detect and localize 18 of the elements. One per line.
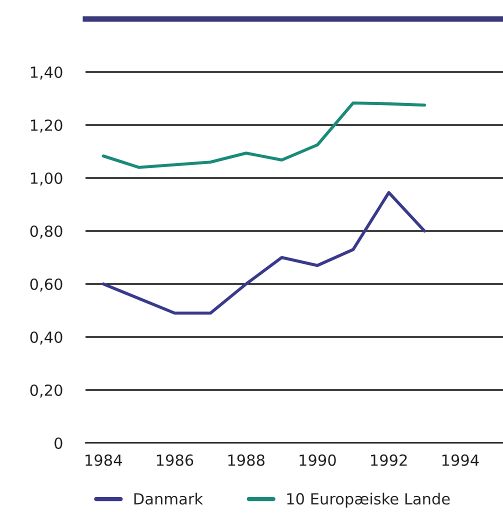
y-tick-label: 1,40: [30, 66, 62, 80]
x-tick-label: 1994: [442, 454, 479, 466]
x-tick-label: 1986: [156, 454, 194, 466]
y-tick-label: 0,40: [30, 331, 62, 345]
y-tick-label: 0,60: [30, 278, 62, 292]
y-tick-label: 1,00: [30, 172, 62, 186]
legend-label: Danmark: [134, 492, 203, 505]
x-tick-label: 1988: [228, 454, 264, 466]
legend-label: 10 Europæiske Lande: [287, 492, 450, 508]
y-tick-label: 0: [54, 437, 62, 450]
x-tick-label: 1984: [86, 454, 122, 466]
y-tick-label: 1,20: [30, 119, 62, 133]
x-tick-label: 1990: [300, 454, 336, 466]
y-tick-label: 0,20: [30, 384, 62, 398]
x-tick-label: 1992: [371, 454, 407, 466]
y-tick-label: 0,80: [30, 225, 62, 239]
line-series: [102, 101, 426, 169]
line-series: [102, 191, 426, 315]
